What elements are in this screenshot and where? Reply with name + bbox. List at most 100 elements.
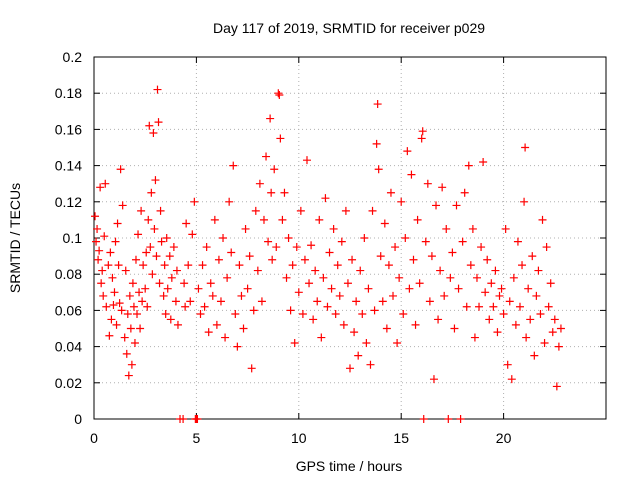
data-point — [288, 261, 297, 270]
data-point — [247, 364, 256, 373]
data-point — [251, 206, 260, 215]
data-point — [518, 261, 527, 270]
data-point — [479, 157, 488, 166]
data-point — [294, 288, 303, 297]
data-point — [145, 121, 154, 130]
data-point — [131, 255, 140, 264]
data-point — [275, 91, 284, 100]
data-point — [239, 324, 248, 333]
data-point — [511, 320, 520, 329]
data-point — [100, 232, 109, 241]
data-point — [136, 324, 145, 333]
data-point — [423, 179, 432, 188]
data-point — [114, 261, 123, 270]
data-point — [274, 89, 283, 98]
data-point — [179, 415, 188, 423]
data-point — [117, 306, 126, 315]
data-point — [128, 279, 137, 288]
data-point — [152, 252, 161, 261]
data-point — [311, 266, 320, 275]
data-point — [182, 219, 191, 228]
data-point — [268, 255, 277, 264]
data-point — [493, 328, 502, 337]
data-point — [395, 273, 404, 282]
data-point — [485, 315, 494, 324]
data-point — [151, 176, 160, 185]
data-point — [425, 297, 434, 306]
data-point — [134, 230, 143, 239]
y-tick-label: 0.16 — [55, 121, 82, 137]
data-point — [415, 279, 424, 288]
data-point — [327, 284, 336, 293]
data-point — [208, 291, 217, 300]
data-point — [319, 273, 328, 282]
data-point — [520, 197, 529, 206]
data-point — [194, 284, 203, 293]
data-point — [184, 261, 193, 270]
data-point — [366, 360, 375, 369]
data-point — [108, 273, 117, 282]
data-point — [122, 349, 131, 358]
data-point — [509, 273, 518, 282]
data-point — [373, 100, 382, 109]
data-point — [534, 266, 543, 275]
data-point — [364, 284, 373, 293]
data-point — [515, 302, 524, 311]
data-point — [446, 273, 455, 282]
data-point — [329, 224, 338, 233]
data-point — [418, 127, 427, 136]
data-point — [436, 266, 445, 275]
data-point — [235, 261, 244, 270]
data-point — [524, 284, 533, 293]
data-point — [112, 320, 121, 329]
data-point — [362, 338, 371, 347]
data-point — [556, 324, 565, 333]
y-axis-label: SRMTID / TECUs — [7, 183, 23, 293]
data-point — [452, 201, 461, 210]
data-point — [165, 252, 174, 261]
data-points — [91, 85, 565, 423]
data-point — [127, 360, 136, 369]
data-point — [290, 338, 299, 347]
data-point — [497, 284, 506, 293]
data-point — [522, 333, 531, 342]
data-point — [270, 165, 279, 174]
data-point — [358, 310, 367, 319]
data-point — [352, 297, 361, 306]
data-point — [305, 279, 314, 288]
data-point — [472, 273, 481, 282]
data-point — [282, 273, 291, 282]
data-point — [190, 197, 199, 206]
data-point — [356, 266, 365, 275]
x-tick-label: 15 — [393, 430, 409, 446]
data-point — [181, 302, 190, 311]
data-point — [198, 261, 207, 270]
data-point — [137, 206, 146, 215]
data-point — [120, 333, 129, 342]
y-tick-label: 0.1 — [63, 230, 83, 246]
data-point — [442, 224, 451, 233]
data-point — [335, 291, 344, 300]
data-point — [296, 206, 305, 215]
axis-ticks: 0 0.02 0.04 0.06 0.08 0.1 0.12 0.14 0.16 0.18 0.2 0… — [55, 49, 606, 446]
data-point — [544, 302, 553, 311]
data-point — [372, 139, 381, 148]
data-point — [160, 261, 169, 270]
y-tick-label: 0.02 — [55, 375, 82, 391]
data-point — [159, 291, 168, 300]
data-point — [154, 118, 163, 127]
data-point — [505, 297, 514, 306]
data-point — [292, 243, 301, 252]
data-point — [401, 234, 410, 242]
data-point — [378, 297, 387, 306]
data-point — [210, 215, 219, 224]
data-point — [487, 279, 496, 288]
data-point — [245, 252, 254, 261]
data-point — [468, 224, 477, 233]
data-point — [470, 333, 479, 342]
data-point — [255, 179, 264, 188]
y-tick-label: 0.04 — [55, 339, 82, 355]
data-point — [212, 320, 221, 329]
data-point — [429, 375, 438, 384]
data-point — [454, 284, 463, 293]
